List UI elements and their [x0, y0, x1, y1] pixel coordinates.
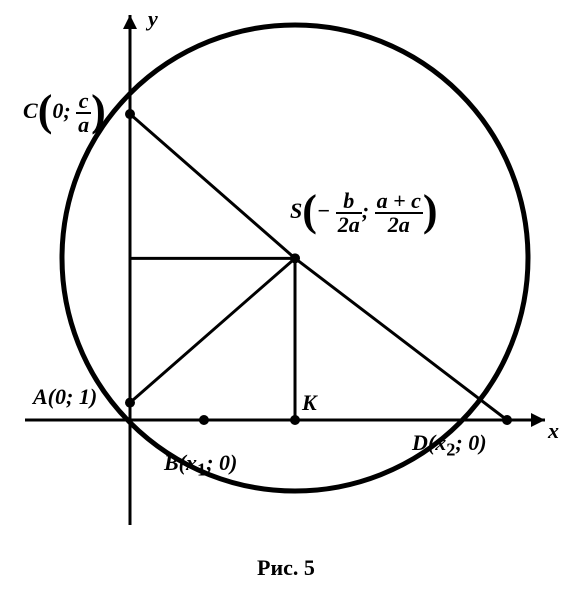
- label-point-A: A(0; 1): [33, 384, 97, 410]
- label-point-B: B(x1; 0): [164, 450, 237, 480]
- label-point-D: D(x2; 0): [412, 430, 487, 460]
- label-y-axis: y: [148, 6, 158, 32]
- figure-caption: Рис. 5: [0, 555, 572, 581]
- label-point-S: S(− b2a; a + c2a): [290, 190, 438, 236]
- label-point-C: C(0; ca): [23, 90, 106, 136]
- label-point-K: K: [302, 390, 317, 416]
- figure-stage: { "geom": { "viewport_w": 572, "viewport…: [0, 0, 572, 590]
- label-x-axis: x: [548, 418, 559, 444]
